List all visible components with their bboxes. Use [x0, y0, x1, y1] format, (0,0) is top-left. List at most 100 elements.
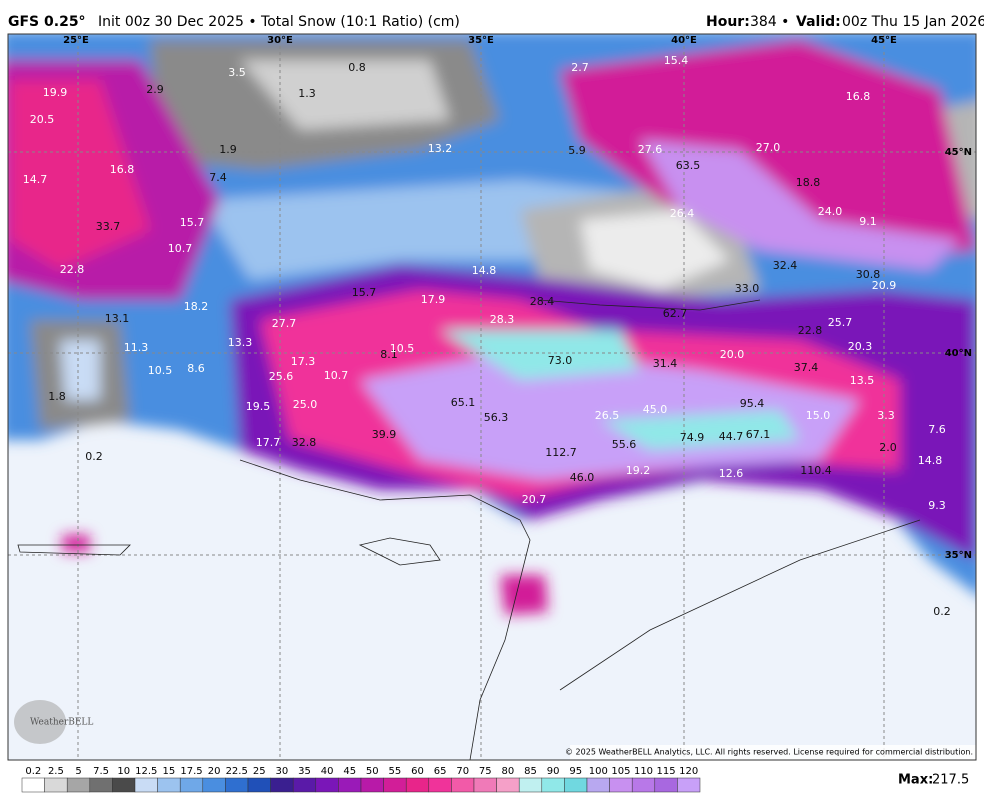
lat-label: 35°N: [945, 550, 972, 561]
max-value: 217.5: [932, 773, 969, 788]
map-label: 10.7: [324, 369, 349, 382]
map-label: 8.6: [187, 362, 205, 375]
map-label: 13.3: [228, 336, 253, 349]
map-label: 7.4: [209, 171, 227, 184]
colorbar-swatch: [292, 777, 317, 793]
colorbar-label: 60: [411, 766, 424, 777]
map-label: 16.8: [110, 163, 135, 176]
map-label: 27.7: [272, 317, 297, 330]
colorbar-swatch: [518, 777, 543, 793]
map: 19.9 20.5 14.7 16.8 33.7 22.8 15.7 10.7 2.9 3.5 1.…: [8, 34, 976, 760]
map-label: 18.8: [796, 176, 821, 189]
colorbar-swatch: [270, 777, 294, 793]
map-label: 3.3: [877, 409, 895, 422]
colorbar-label: 10: [117, 766, 130, 777]
map-label: 95.4: [740, 397, 765, 410]
map-label: 37.4: [794, 361, 819, 374]
max-label: Max:: [898, 773, 933, 788]
map-label: 14.8: [472, 264, 497, 277]
colorbar-label: 35: [298, 766, 311, 777]
map-label: 3.5: [228, 66, 246, 79]
colorbar-label: 0.2: [25, 766, 41, 777]
map-label: 46.0: [570, 471, 595, 484]
map-label: 17.3: [291, 355, 316, 368]
map-label: 73.0: [548, 354, 573, 367]
colorbar-label: 115: [657, 766, 676, 777]
map-label: 14.7: [23, 173, 48, 186]
colorbar-label: 80: [502, 766, 515, 777]
map-label: 39.9: [372, 428, 397, 441]
colorbar-swatch: [564, 777, 588, 793]
colorbar-label: 65: [434, 766, 447, 777]
map-label: 17.9: [421, 293, 446, 306]
colorbar-label: 30: [276, 766, 289, 777]
colorbar-label: 105: [611, 766, 630, 777]
map-label: 22.8: [798, 324, 823, 337]
copyright: © 2025 WeatherBELL Analytics, LLC. All r…: [565, 748, 973, 757]
lon-label: 35°E: [468, 35, 494, 46]
colorbar-swatch: [315, 777, 339, 793]
map-label: 0.2: [85, 450, 103, 463]
map-label: 7.6: [928, 423, 946, 436]
map-label: 2.0: [879, 441, 897, 454]
colorbar-label: 15: [163, 766, 176, 777]
colorbar-swatch: [338, 777, 362, 793]
colorbar-label: 55: [389, 766, 402, 777]
colorbar-label: 90: [547, 766, 560, 777]
valid-label: Valid:: [796, 14, 841, 30]
lat-label: 45°N: [945, 147, 972, 158]
colorbar-label: 12.5: [135, 766, 157, 777]
colorbar-label: 75: [479, 766, 492, 777]
map-label: 20.5: [30, 113, 55, 126]
map-label: 2.9: [146, 83, 164, 96]
colorbar-swatch: [383, 777, 407, 793]
map-label: 56.3: [484, 411, 509, 424]
map-label: 14.8: [918, 454, 943, 467]
map-label: 27.0: [756, 141, 781, 154]
colorbar-label: 110: [634, 766, 653, 777]
colorbar-label: 17.5: [180, 766, 202, 777]
colorbar-label: 100: [589, 766, 608, 777]
colorbar-swatch: [112, 777, 136, 793]
map-label: 19.5: [246, 400, 271, 413]
map-label: 32.8: [292, 436, 317, 449]
colorbar-swatch: [654, 777, 678, 793]
map-label: 62.7: [663, 307, 688, 320]
map-label: 2.7: [571, 61, 589, 74]
colorbar-label: 85: [524, 766, 537, 777]
map-label: 31.4: [653, 357, 678, 370]
title: Init 00z 30 Dec 2025 • Total Snow (10:1 …: [98, 14, 460, 30]
map-label: 22.8: [60, 263, 85, 276]
map-label: 25.0: [293, 398, 318, 411]
colorbar-swatch: [360, 777, 384, 793]
lat-label: 40°N: [945, 348, 972, 359]
map-label: 9.1: [859, 215, 877, 228]
colorbar-swatch: [428, 777, 452, 793]
colorbar-label: 70: [456, 766, 469, 777]
map-label: 28.3: [490, 313, 515, 326]
hour-label: Hour:: [706, 14, 750, 30]
map-label: 33.0: [735, 282, 760, 295]
model: GFS 0.25°: [8, 14, 86, 30]
colorbar-swatch: [225, 777, 249, 793]
colorbar-label: 22.5: [226, 766, 248, 777]
map-label: 10.5: [390, 342, 415, 355]
map-label: 17.7: [256, 436, 281, 449]
colorbar-label: 95: [569, 766, 582, 777]
colorbar-swatch: [157, 777, 181, 793]
colorbar-swatch: [586, 777, 610, 793]
colorbar-swatch: [677, 777, 701, 793]
colorbar-swatch: [247, 777, 271, 793]
grid-labels: 25°E 30°E 35°E 40°E 45°E 45°N 40°N 35°N: [63, 35, 972, 561]
valid: 00z Thu 15 Jan 2026: [842, 14, 984, 30]
map-label: 30.8: [856, 268, 881, 281]
map-label: 55.6: [612, 438, 637, 451]
map-label: 10.5: [148, 364, 173, 377]
map-label: 26.4: [670, 207, 695, 220]
map-label: 110.4: [800, 464, 832, 477]
map-label: 74.9: [680, 431, 705, 444]
map-label: 10.7: [168, 242, 193, 255]
map-label: 20.9: [872, 279, 897, 292]
map-label: 25.6: [269, 370, 294, 383]
